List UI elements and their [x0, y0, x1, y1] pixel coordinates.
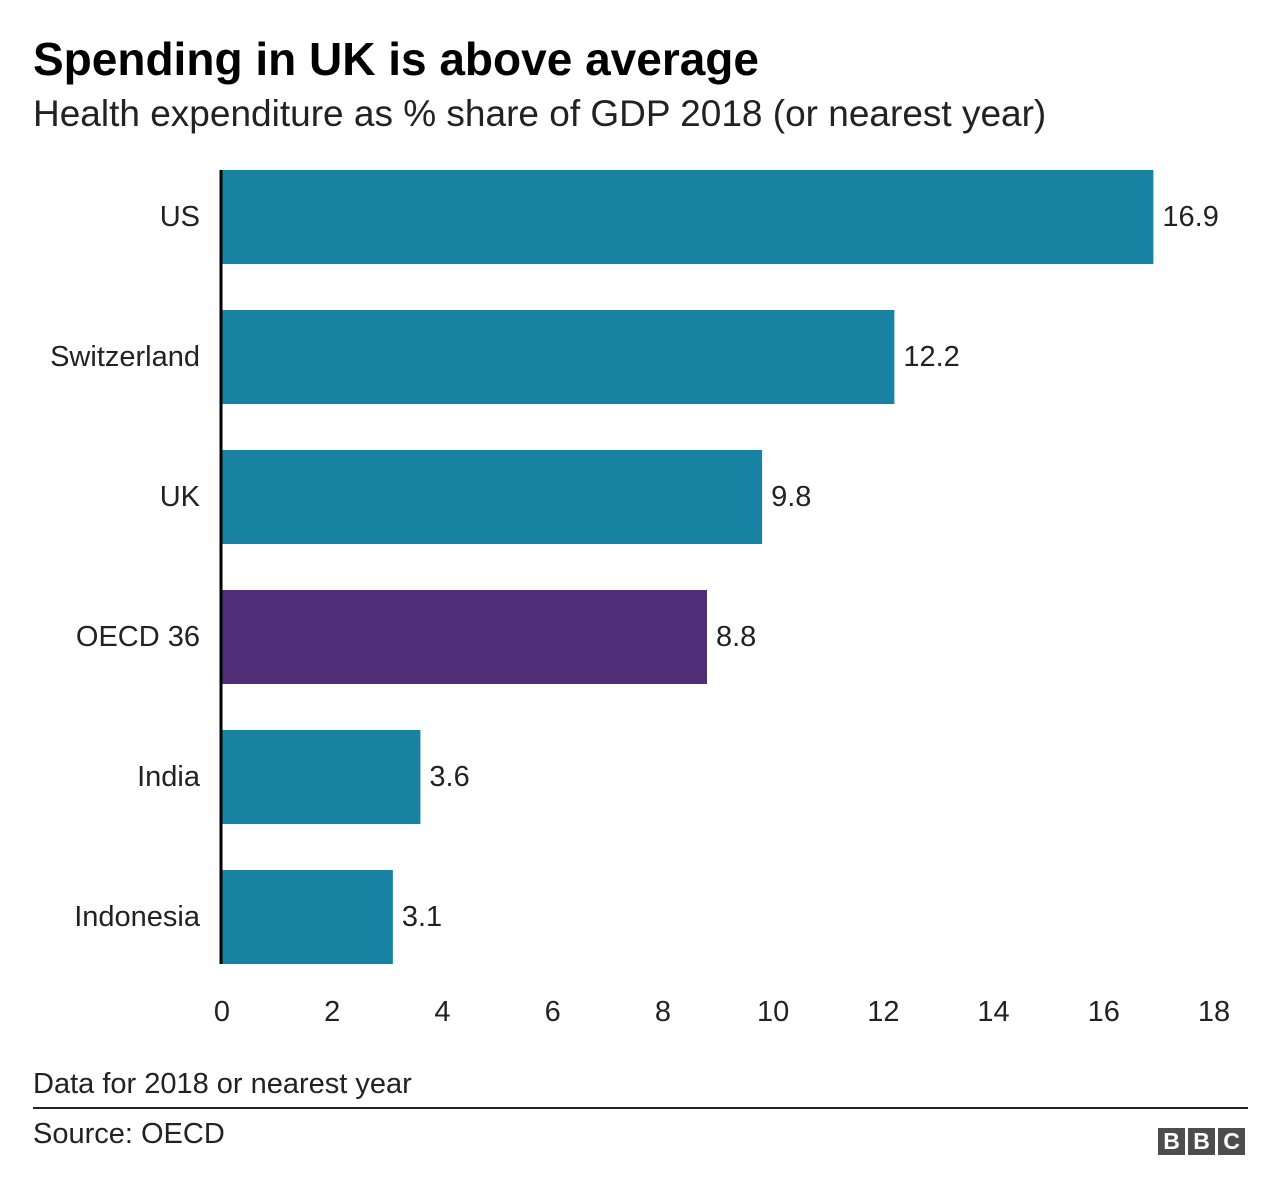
x-tick-label: 4 [434, 996, 450, 1028]
footer-divider [33, 1107, 1248, 1109]
chart-subtitle: Health expenditure as % share of GDP 201… [33, 93, 1047, 134]
value-label: 16.9 [1162, 201, 1218, 233]
bbc-logo-letter: B [1188, 1128, 1215, 1155]
x-tick-label: 10 [757, 996, 789, 1028]
bar-oecd-36 [222, 590, 707, 684]
bars-group [222, 170, 1154, 964]
value-label: 12.2 [903, 341, 959, 373]
x-tick-label: 18 [1198, 996, 1230, 1028]
x-tick-label: 6 [545, 996, 561, 1028]
bbc-logo: B B C [1158, 1128, 1245, 1155]
category-label: UK [160, 481, 201, 513]
bar-us [222, 170, 1154, 264]
source-note: Source: OECD [33, 1118, 225, 1150]
value-labels: 16.9 12.2 9.8 8.8 3.6 3.1 [402, 201, 1219, 933]
bar-chart: US Switzerland UK OECD 36 India Indonesia 16.… [50, 170, 1230, 1028]
x-tick-label: 8 [655, 996, 671, 1028]
value-label: 8.8 [716, 621, 756, 653]
bbc-logo-letter: C [1218, 1128, 1245, 1155]
bar-indonesia [222, 870, 393, 964]
value-label: 3.1 [402, 901, 442, 933]
category-label: Switzerland [50, 341, 200, 373]
x-tick-label: 12 [867, 996, 899, 1028]
footnote: Data for 2018 or nearest year [33, 1068, 412, 1100]
x-tick-label: 0 [214, 996, 230, 1028]
x-tick-label: 2 [324, 996, 340, 1028]
category-label: India [137, 761, 201, 793]
value-label: 3.6 [429, 761, 469, 793]
value-label: 9.8 [771, 481, 811, 513]
bar-switzerland [222, 310, 895, 404]
category-label: OECD 36 [76, 621, 200, 653]
chart-title: Spending in UK is above average [33, 33, 759, 85]
category-labels: US Switzerland UK OECD 36 India Indonesia [50, 201, 201, 933]
category-label: Indonesia [74, 901, 201, 933]
bbc-logo-letter: B [1158, 1128, 1185, 1155]
x-axis-tick-labels: 0 2 4 6 8 10 12 14 16 18 [214, 996, 1230, 1028]
x-tick-label: 14 [977, 996, 1009, 1028]
bar-india [222, 730, 421, 824]
bar-uk [222, 450, 763, 544]
category-label: US [160, 201, 200, 233]
x-tick-label: 16 [1088, 996, 1120, 1028]
